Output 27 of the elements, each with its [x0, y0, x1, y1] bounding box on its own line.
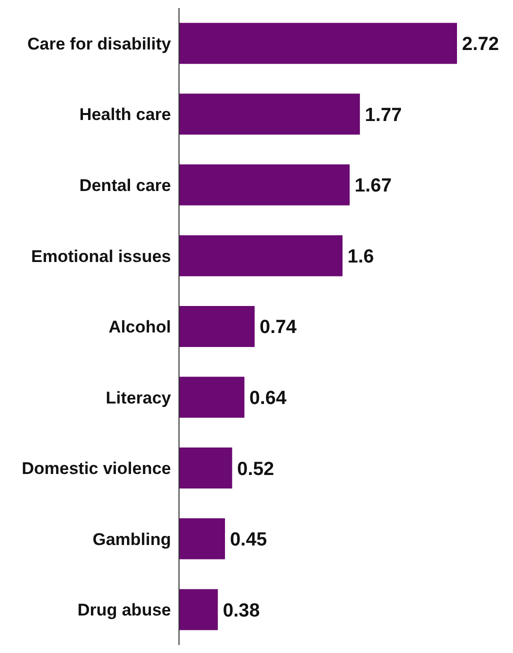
- y-tick-label: Drug abuse: [77, 600, 171, 620]
- data-label: 0.52: [237, 458, 274, 480]
- y-tick-label: Emotional issues: [31, 246, 171, 266]
- y-tick-label: Health care: [79, 105, 171, 124]
- bar: [179, 376, 244, 418]
- data-label: 0.45: [230, 530, 268, 551]
- bar: [179, 448, 232, 489]
- data-label: 0.74: [260, 317, 298, 338]
- data-label: 2.72: [462, 34, 499, 56]
- bar: [179, 94, 360, 135]
- data-label: 1.67: [354, 176, 392, 197]
- bar: [179, 306, 255, 347]
- data-label: 1.77: [364, 104, 402, 126]
- bar: [179, 22, 457, 64]
- y-tick-label: Domestic violence: [22, 459, 171, 478]
- bar: [179, 164, 350, 206]
- y-tick-label: Care for disability: [27, 34, 172, 54]
- data-label: 0.38: [222, 600, 260, 622]
- y-tick-label: Alcohol: [108, 318, 171, 337]
- bar: [179, 518, 225, 560]
- bar: [179, 235, 343, 276]
- y-tick-label: Literacy: [106, 388, 172, 408]
- y-tick-label: Dental care: [79, 176, 171, 195]
- bar: [179, 589, 218, 630]
- y-tick-label: Gambling: [92, 530, 171, 549]
- data-label: 1.6: [348, 246, 374, 268]
- data-label: 0.64: [249, 388, 287, 409]
